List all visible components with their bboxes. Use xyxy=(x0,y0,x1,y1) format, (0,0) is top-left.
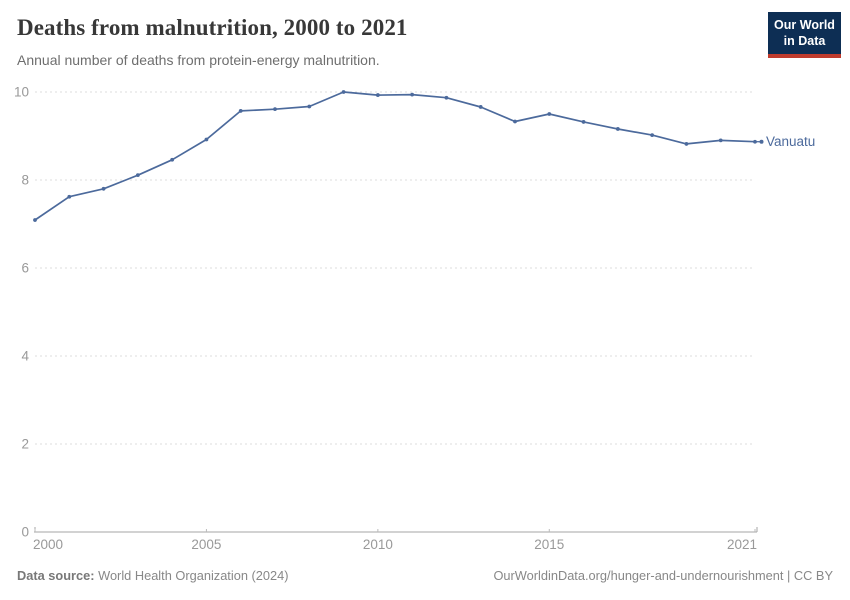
vanuatu-point-2005[interactable] xyxy=(204,137,209,142)
vanuatu-point-2008[interactable] xyxy=(307,104,312,109)
vanuatu-point-2011[interactable] xyxy=(410,92,415,97)
y-tick-label-8: 8 xyxy=(21,173,29,188)
chart-subtitle: Annual number of deaths from protein-ene… xyxy=(17,52,380,68)
x-tick-label-2015: 2015 xyxy=(534,537,564,552)
vanuatu-point-2016[interactable] xyxy=(581,120,586,124)
vanuatu-label-dot xyxy=(759,139,764,144)
x-tick-label-2010: 2010 xyxy=(363,537,393,552)
vanuatu-point-2004[interactable] xyxy=(170,157,175,162)
vanuatu-point-2006[interactable] xyxy=(238,109,243,113)
y-tick-label-10: 10 xyxy=(14,85,29,100)
owid-logo-text: Our World in Data xyxy=(768,12,841,54)
owid-logo-line1: Our World xyxy=(774,18,835,32)
chart-title: Deaths from malnutrition, 2000 to 2021 xyxy=(17,15,408,40)
vanuatu-point-2000[interactable] xyxy=(33,218,37,222)
data-source: Data source: World Health Organization (… xyxy=(17,568,289,583)
owid-logo[interactable]: Our World in Data xyxy=(768,12,841,58)
vanuatu-point-2020[interactable] xyxy=(718,138,723,143)
vanuatu-point-2001[interactable] xyxy=(67,194,72,199)
owid-logo-accent-strip xyxy=(768,53,841,58)
vanuatu-point-2015[interactable] xyxy=(547,112,552,116)
vanuatu-point-2002[interactable] xyxy=(101,186,106,191)
x-tick-label-2005: 2005 xyxy=(191,537,221,552)
vanuatu-point-2014[interactable] xyxy=(513,119,517,124)
vanuatu-point-2017[interactable] xyxy=(615,127,620,131)
owid-logo-line2: in Data xyxy=(783,34,826,49)
vanuatu-point-2003[interactable] xyxy=(135,173,140,178)
vanuatu-point-2009[interactable] xyxy=(341,90,346,94)
series-label-vanuatu[interactable]: Vanuatu xyxy=(766,134,815,149)
y-tick-label-6: 6 xyxy=(21,261,29,276)
x-tick-label-2000: 2000 xyxy=(33,537,63,552)
vanuatu-point-2010[interactable] xyxy=(375,93,380,97)
vanuatu-point-2007[interactable] xyxy=(273,107,277,112)
vanuatu-point-2012[interactable] xyxy=(444,95,449,100)
y-tick-label-2: 2 xyxy=(21,437,29,452)
data-source-value: World Health Organization (2024) xyxy=(98,568,289,583)
vanuatu-line[interactable] xyxy=(34,91,756,221)
footer-citation-link[interactable]: OurWorldinData.org/hunger-and-undernouri… xyxy=(493,568,833,583)
x-tick-label-2021: 2021 xyxy=(727,537,757,552)
chart-footer: Data source: World Health Organization (… xyxy=(17,568,833,583)
vanuatu-point-2018[interactable] xyxy=(650,133,655,138)
vanuatu-point-2019[interactable] xyxy=(684,142,689,146)
data-source-label: Data source: xyxy=(17,568,95,583)
y-tick-label-0: 0 xyxy=(21,525,29,540)
y-tick-label-4: 4 xyxy=(21,349,29,364)
vanuatu-point-2013[interactable] xyxy=(478,105,483,109)
